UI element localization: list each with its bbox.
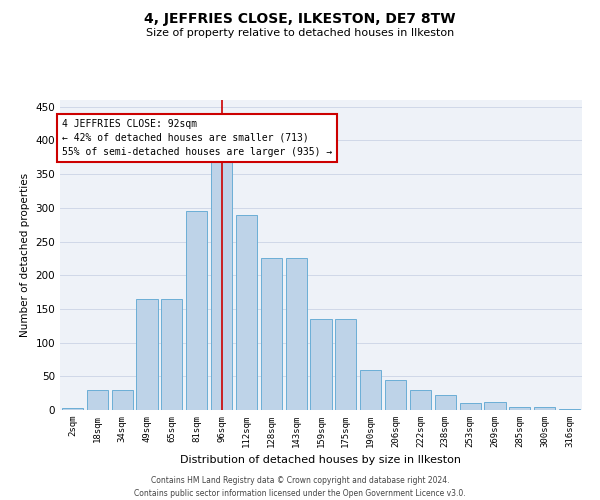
Bar bbox=[87, 390, 108, 410]
Bar bbox=[484, 402, 506, 410]
Bar bbox=[335, 319, 356, 410]
Bar bbox=[435, 395, 456, 410]
Bar bbox=[186, 211, 207, 410]
Text: 4 JEFFRIES CLOSE: 92sqm
← 42% of detached houses are smaller (713)
55% of semi-d: 4 JEFFRIES CLOSE: 92sqm ← 42% of detache… bbox=[62, 119, 332, 157]
Bar bbox=[286, 258, 307, 410]
Text: Size of property relative to detached houses in Ilkeston: Size of property relative to detached ho… bbox=[146, 28, 454, 38]
Bar bbox=[161, 299, 182, 410]
Bar bbox=[211, 160, 232, 410]
Bar bbox=[136, 299, 158, 410]
X-axis label: Distribution of detached houses by size in Ilkeston: Distribution of detached houses by size … bbox=[181, 456, 461, 466]
Bar bbox=[112, 390, 133, 410]
Bar bbox=[410, 390, 431, 410]
Text: Contains HM Land Registry data © Crown copyright and database right 2024.
Contai: Contains HM Land Registry data © Crown c… bbox=[134, 476, 466, 498]
Bar bbox=[559, 408, 580, 410]
Bar bbox=[460, 404, 481, 410]
Bar bbox=[509, 406, 530, 410]
Bar bbox=[236, 214, 257, 410]
Text: 4, JEFFRIES CLOSE, ILKESTON, DE7 8TW: 4, JEFFRIES CLOSE, ILKESTON, DE7 8TW bbox=[144, 12, 456, 26]
Bar bbox=[62, 408, 83, 410]
Bar bbox=[360, 370, 381, 410]
Bar bbox=[261, 258, 282, 410]
Bar bbox=[385, 380, 406, 410]
Y-axis label: Number of detached properties: Number of detached properties bbox=[20, 173, 30, 337]
Bar bbox=[534, 408, 555, 410]
Bar bbox=[310, 319, 332, 410]
